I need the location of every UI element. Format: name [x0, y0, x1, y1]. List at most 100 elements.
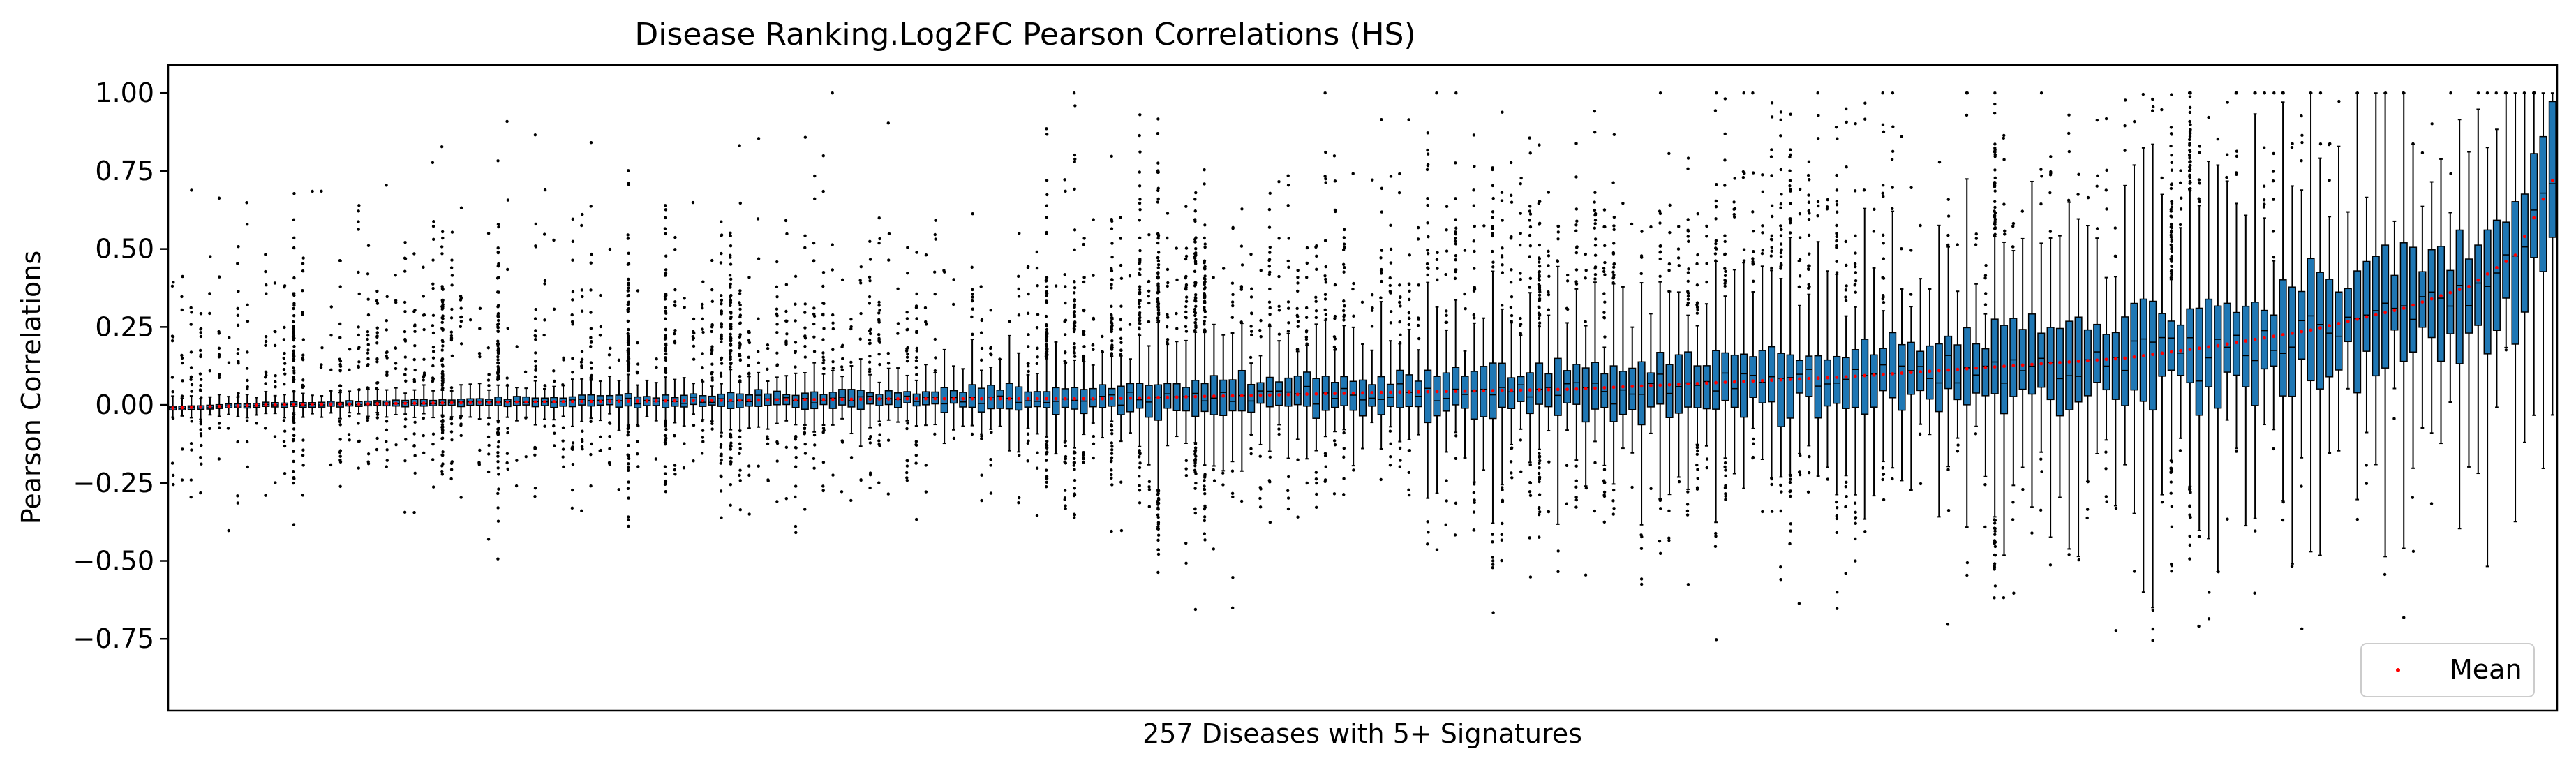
outlier-point	[626, 332, 630, 336]
box-iqr	[1117, 385, 1125, 415]
box-9	[243, 201, 251, 469]
outlier-point	[701, 317, 704, 321]
outlier-point	[1388, 276, 1392, 280]
outlier-point	[1389, 442, 1392, 446]
mean-marker	[273, 403, 277, 407]
box-46	[587, 140, 595, 488]
outlier-point	[1687, 267, 1690, 271]
mean-marker	[1742, 380, 1745, 383]
box-iqr	[2102, 334, 2110, 391]
outlier-point	[237, 245, 240, 249]
outlier-point	[190, 420, 193, 423]
outlier-point	[1110, 343, 1114, 347]
mean-marker	[2020, 363, 2025, 367]
box-56	[680, 297, 688, 470]
mean-marker	[1212, 394, 1216, 398]
outlier-point	[1919, 223, 1922, 228]
outlier-point	[627, 169, 630, 172]
box-14	[290, 191, 298, 526]
outlier-point	[1035, 326, 1039, 330]
outlier-point	[1602, 468, 1607, 471]
outlier-point	[329, 463, 333, 467]
outlier-point	[673, 464, 677, 467]
outlier-point	[561, 455, 565, 459]
outlier-point	[1323, 293, 1327, 296]
box-iqr	[1944, 335, 1953, 390]
box-iqr	[2158, 313, 2166, 377]
outlier-point	[431, 432, 435, 436]
outlier-point	[766, 435, 769, 438]
outlier-point	[1445, 479, 1448, 482]
box-25	[392, 274, 400, 447]
outlier-point	[450, 307, 454, 311]
mean-marker	[1267, 393, 1272, 397]
outlier-point	[813, 197, 817, 200]
box-iqr	[1572, 364, 1581, 405]
outlier-point	[979, 285, 983, 288]
outlier-point	[701, 302, 704, 306]
mean-marker	[2179, 348, 2182, 353]
outlier-point	[821, 427, 826, 430]
outlier-point	[701, 429, 705, 433]
outlier-point	[1110, 468, 1113, 472]
outlier-point	[1277, 432, 1281, 436]
outlier-point	[1147, 320, 1151, 324]
outlier-point	[1510, 471, 1513, 475]
outlier-point	[1194, 304, 1198, 309]
outlier-point	[311, 189, 314, 193]
outlier-point	[1835, 260, 1838, 263]
mean-marker	[524, 400, 528, 404]
mean-marker	[1993, 365, 1997, 369]
outlier-point	[496, 305, 500, 309]
outlier-point	[385, 370, 389, 373]
mean-marker	[645, 399, 649, 403]
box-iqr	[1396, 369, 1404, 408]
outlier-point	[1398, 446, 1402, 450]
outlier-point	[1044, 279, 1048, 283]
outlier-point	[571, 371, 574, 374]
box-iqr	[1870, 354, 1878, 408]
outlier-point	[1473, 249, 1476, 253]
outlier-point	[1528, 481, 1532, 484]
outlier-point	[385, 465, 388, 468]
outlier-point	[1184, 325, 1188, 328]
box-39	[522, 370, 530, 459]
outlier-point	[1138, 267, 1142, 271]
outlier-point	[292, 371, 296, 375]
outlier-point	[654, 457, 658, 461]
outlier-point	[1881, 276, 1884, 279]
outlier-point	[534, 329, 537, 332]
outlier-point	[1445, 228, 1448, 232]
outlier-point	[1686, 230, 1690, 233]
outlier-point	[357, 270, 360, 274]
outlier-point	[1073, 468, 1076, 471]
outlier-point	[180, 478, 184, 482]
outlier-point	[1779, 206, 1782, 210]
outlier-point	[2095, 227, 2099, 230]
outlier-point	[366, 348, 370, 352]
mean-marker	[1770, 378, 1773, 383]
outlier-point	[1184, 205, 1188, 209]
outlier-point	[338, 484, 342, 489]
outlier-point	[1509, 161, 1513, 165]
outlier-point	[1138, 449, 1141, 452]
outlier-point	[1593, 222, 1597, 225]
outlier-point	[1231, 576, 1235, 579]
outlier-point	[562, 465, 565, 469]
outlier-point	[1602, 479, 1606, 482]
outlier-point	[1073, 160, 1076, 163]
outlier-point	[459, 325, 463, 329]
mean-marker	[255, 403, 258, 407]
outlier-point	[218, 373, 221, 376]
outlier-point	[1993, 189, 1997, 193]
outlier-point	[1686, 156, 1690, 160]
mean-marker	[2076, 360, 2080, 363]
outlier-point	[1389, 310, 1393, 313]
box-iqr	[1145, 385, 1153, 418]
outlier-point	[1611, 281, 1615, 285]
outlier-point	[1184, 295, 1189, 299]
outlier-point	[757, 317, 760, 320]
outlier-point	[1835, 271, 1839, 274]
outlier-point	[1667, 262, 1672, 266]
outlier-point	[301, 448, 305, 452]
